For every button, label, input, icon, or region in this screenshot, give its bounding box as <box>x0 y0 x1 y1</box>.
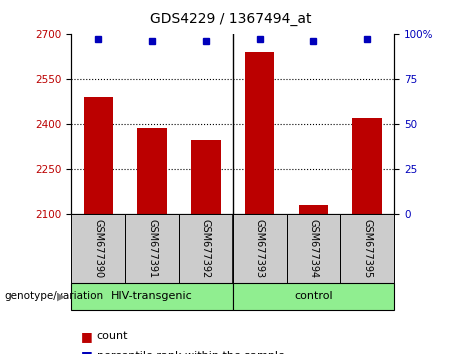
Text: control: control <box>294 291 333 302</box>
Text: HIV-transgenic: HIV-transgenic <box>111 291 193 302</box>
Bar <box>299 205 328 214</box>
Text: GSM677395: GSM677395 <box>362 219 372 278</box>
Bar <box>245 52 274 214</box>
Bar <box>233 283 394 310</box>
Text: GSM677390: GSM677390 <box>93 219 103 278</box>
Text: GSM677391: GSM677391 <box>147 219 157 278</box>
Text: GSM677394: GSM677394 <box>308 219 319 278</box>
Text: ▶: ▶ <box>57 291 65 302</box>
Bar <box>191 141 221 214</box>
Bar <box>340 214 394 283</box>
Text: genotype/variation: genotype/variation <box>5 291 104 302</box>
Bar <box>71 283 233 310</box>
Text: GSM677393: GSM677393 <box>254 219 265 278</box>
Bar <box>233 214 287 283</box>
Text: ■: ■ <box>81 349 92 354</box>
Bar <box>287 214 340 283</box>
Bar <box>83 97 113 214</box>
Bar <box>71 214 125 283</box>
Text: GDS4229 / 1367494_at: GDS4229 / 1367494_at <box>150 12 311 27</box>
Bar <box>137 129 167 214</box>
Text: GSM677392: GSM677392 <box>201 219 211 278</box>
Bar <box>125 214 179 283</box>
Bar <box>353 118 382 214</box>
Text: ■: ■ <box>81 330 92 343</box>
Bar <box>179 214 233 283</box>
Text: percentile rank within the sample: percentile rank within the sample <box>97 351 285 354</box>
Text: count: count <box>97 331 128 341</box>
